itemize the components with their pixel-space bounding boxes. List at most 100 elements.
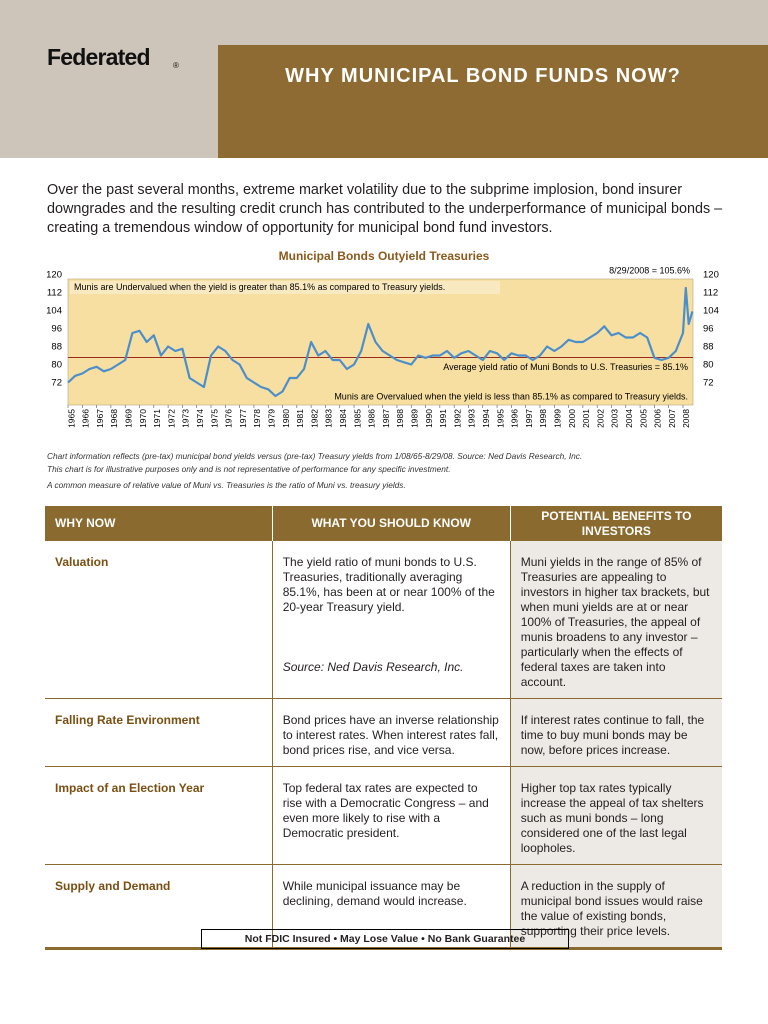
table-cell: Valuation <box>45 541 273 699</box>
cell-text: Supply and Demand <box>55 879 171 893</box>
table-cell: Higher top tax rates typically increase … <box>510 766 722 865</box>
annotation: Munis are Undervalued when the yield is … <box>74 282 445 292</box>
logo: Federated <box>47 44 151 70</box>
data-line <box>67 286 694 398</box>
table-cell: Impact of an Election Year <box>45 766 273 865</box>
table-cell: If interest rates continue to fall, the … <box>510 698 722 767</box>
y2-tick-label: 112 <box>703 288 718 299</box>
y2-tick-label: 96 <box>703 324 714 335</box>
table-cell: While municipal issuance may be declinin… <box>272 864 511 950</box>
annotation: 8/29/2008 = 105.6% <box>609 265 690 275</box>
x-tick-label: 1992 <box>452 409 462 428</box>
table-row: Falling Rate Environment Bond prices have… <box>45 698 722 767</box>
table: WHY NOW WHAT YOU SHOULD KNOW POTENTIAL B… <box>45 506 722 950</box>
y2-tick-label: 72 <box>703 378 714 389</box>
x-tick-label: 1991 <box>438 409 448 428</box>
cell-text: Valuation <box>55 555 109 569</box>
y2-tick-label: 88 <box>703 342 714 353</box>
x-tick-label: 2003 <box>610 409 620 428</box>
y2-tick-label: 80 <box>703 360 714 371</box>
y-tick-label: 88 <box>51 342 62 353</box>
x-tick-label: 1997 <box>524 409 534 428</box>
cell-text: Top federal tax rates are expected to ri… <box>282 781 489 840</box>
x-tick-label: 1978 <box>252 409 262 428</box>
x-tick-label: 1980 <box>281 409 291 428</box>
table-cell: Falling Rate Environment <box>45 698 273 767</box>
cell-text: Higher top tax rates typically increase … <box>520 781 704 855</box>
x-tick-label: 1971 <box>152 409 162 428</box>
x-tick-label: 1998 <box>538 409 548 428</box>
y-tick-label: 104 <box>46 306 62 317</box>
x-tick-label: 1987 <box>381 409 391 428</box>
x-tick-label: 2006 <box>653 409 663 428</box>
intro: Over the past several months, extreme ma… <box>47 182 723 236</box>
table-cell: Supply and Demand <box>45 864 273 950</box>
column-header: WHY NOW <box>45 506 273 541</box>
title-box <box>218 45 768 158</box>
chart-note: This chart is for illustrative purposes … <box>47 464 451 474</box>
cell-text: Bond prices have an inverse relationship… <box>282 713 499 757</box>
x-tick-label: 1966 <box>81 409 91 428</box>
x-tick-label: 2007 <box>667 409 677 428</box>
x-tick-label: 1995 <box>495 409 505 428</box>
x-tick-label: 1965 <box>66 409 76 428</box>
table-row: Valuation The yield ratio of muni bonds t… <box>45 541 722 699</box>
cell-text: The yield ratio of muni bonds to U.S. Tr… <box>282 555 495 614</box>
annotation: Munis are Overvalued when the yield is l… <box>334 391 688 401</box>
y-tick-label: 120 <box>46 270 62 281</box>
cell-text: Impact of an Election Year <box>55 781 205 795</box>
table-cell: The yield ratio of muni bonds to U.S. Tr… <box>272 541 511 699</box>
x-tick-label: 1989 <box>409 409 419 428</box>
x-tick-label: 1973 <box>181 409 191 428</box>
source: Source: Ned Davis Research, Inc. <box>282 660 464 674</box>
annotation: Average yield ratio of Muni Bonds to U.S… <box>443 362 688 372</box>
x-tick-label: 2000 <box>567 409 577 428</box>
x-tick-label: 1977 <box>238 409 248 428</box>
table-cell: Muni yields in the range of 85% of Treas… <box>510 541 722 699</box>
x-tick-label: 2001 <box>581 409 591 428</box>
table-row: Impact of an Election Year Top federal ta… <box>45 766 722 865</box>
x-tick-label: 1975 <box>209 409 219 428</box>
x-tick-label: 1984 <box>338 409 348 428</box>
x-tick-label: 1976 <box>224 409 234 428</box>
x-tick-label: 1979 <box>266 409 276 428</box>
cell-text: Falling Rate Environment <box>55 713 200 727</box>
y2-tick-label: 120 <box>703 270 719 281</box>
x-tick-label: 1983 <box>324 409 334 428</box>
y-tick-label: 80 <box>51 360 62 371</box>
x-tick-label: 1988 <box>395 409 405 428</box>
x-tick-label: 1993 <box>467 409 477 428</box>
x-tick-label: 1994 <box>481 409 491 428</box>
page-title: WHY MUNICIPAL BOND FUNDS NOW? <box>285 65 681 87</box>
x-tick-label: 1968 <box>109 409 119 428</box>
y2-tick-label: 104 <box>703 306 719 317</box>
logo-mark: ® <box>173 61 179 70</box>
cell-text: A reduction in the supply of municipal b… <box>520 879 703 938</box>
cell-text: If interest rates continue to fall, the … <box>520 713 705 757</box>
table-row: Supply and Demand While municipal issuanc… <box>45 864 722 950</box>
x-tick-label: 2008 <box>681 409 691 428</box>
x-tick-label: 1990 <box>424 409 434 428</box>
x-tick-label: 1967 <box>95 409 105 428</box>
x-tick-label: 1999 <box>553 409 563 428</box>
plot-background <box>67 278 694 406</box>
x-tick-label: 1981 <box>295 409 305 428</box>
x-tick-label: 1972 <box>166 409 176 428</box>
table-cell: Top federal tax rates are expected to ri… <box>272 766 511 865</box>
chart-note: Chart information reflects (pre-tax) mun… <box>47 451 583 461</box>
x-tick-label: 2002 <box>595 409 605 428</box>
y-tick-label: 112 <box>47 288 62 299</box>
chart: 72 72 80 80 88 88 96 96 104 104 112 112 120 120 1965 19… <box>46 265 719 428</box>
chart-note: A common measure of relative value of Mu… <box>47 480 406 490</box>
x-tick-label: 2005 <box>638 409 648 428</box>
x-tick-label: 1969 <box>123 409 133 428</box>
x-tick-label: 1996 <box>510 409 520 428</box>
x-tick-label: 1985 <box>352 409 362 428</box>
table-cell: A reduction in the supply of municipal b… <box>510 864 722 950</box>
table-body: Valuation The yield ratio of muni bonds t… <box>45 541 722 950</box>
cell-text: While municipal issuance may be declinin… <box>282 879 467 908</box>
y-tick-label: 96 <box>51 324 62 335</box>
x-tick-label: 1986 <box>367 409 377 428</box>
disclaimer: Not FDIC Insured • May Lose Value • No B… <box>201 929 569 949</box>
annotation-box <box>70 281 500 294</box>
